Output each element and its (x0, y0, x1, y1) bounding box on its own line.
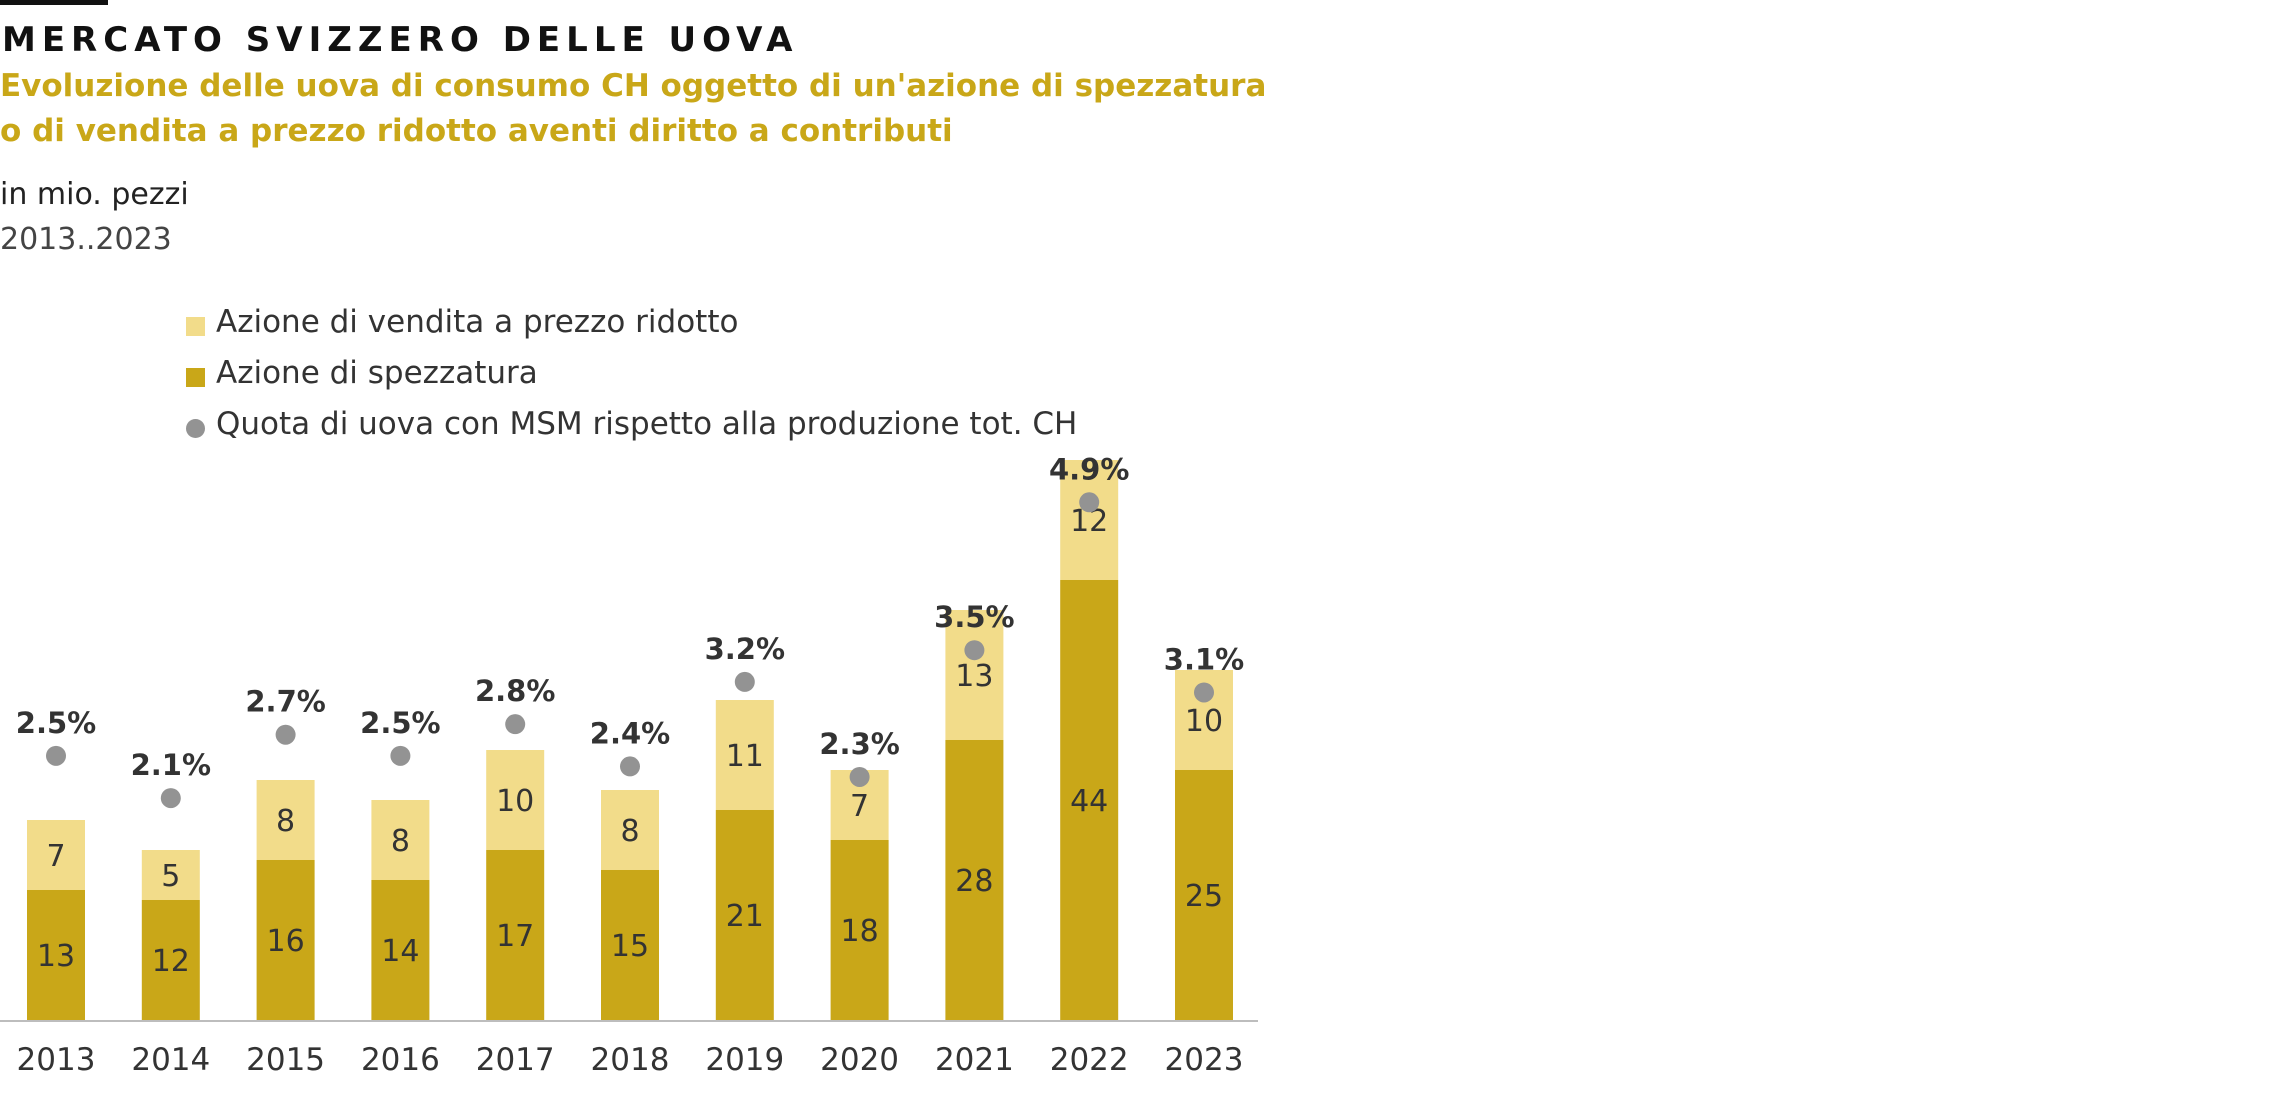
x-tick-label-2019: 2019 (705, 1042, 784, 1078)
bar-vendita-2021 (945, 610, 1004, 740)
bar-spezzatura-2015 (256, 860, 315, 1020)
x-tick-label-2020: 2020 (820, 1042, 899, 1078)
data-label-spezzatura-2014: 12 (152, 944, 190, 979)
bar-spezzatura-2021 (945, 740, 1004, 1020)
dot-quota-2017 (505, 714, 526, 735)
dot-quota-2021 (964, 640, 985, 661)
bar-vendita-2018 (601, 790, 659, 870)
legend-swatch-spezzatura (186, 368, 205, 387)
dot-quota-2019 (734, 671, 755, 692)
data-label-vendita-2020: 7 (850, 789, 869, 824)
bar-vendita-2015 (256, 780, 315, 860)
bar-vendita-2019 (715, 700, 774, 810)
stacked-bar-chart: 13 7 2.5% 2013 12 5 2.1% 2014 16 8 2.7% 2015 14 8 2.5%… (0, 452, 1258, 1078)
bar-vendita-2016 (371, 800, 430, 880)
legend-swatch-vendita (186, 317, 205, 336)
dot-quota-2018 (620, 756, 640, 777)
data-label-vendita-2016: 8 (391, 824, 410, 859)
x-tick-label-2018: 2018 (591, 1042, 670, 1078)
data-label-vendita-2023: 10 (1185, 704, 1223, 739)
data-label-quota-2020: 2.3% (819, 727, 899, 761)
chart-range: 2013..2023 (0, 222, 172, 257)
data-label-quota-2021: 3.5% (934, 600, 1014, 634)
dot-quota-2016 (390, 745, 411, 766)
data-label-quota-2014: 2.1% (131, 748, 211, 782)
x-tick-label-2014: 2014 (131, 1042, 210, 1078)
dot-quota-2020 (849, 766, 870, 787)
data-label-spezzatura-2020: 18 (841, 914, 879, 949)
bar-vendita-2017 (486, 750, 545, 850)
x-tick-label-2021: 2021 (935, 1042, 1014, 1078)
bar-spezzatura-2023 (1175, 770, 1233, 1020)
data-label-spezzatura-2015: 16 (267, 924, 305, 959)
data-label-vendita-2014: 5 (161, 859, 180, 894)
bar-spezzatura-2020 (830, 840, 889, 1020)
bar-vendita-2013 (27, 820, 85, 890)
x-tick-label-2022: 2022 (1050, 1042, 1129, 1078)
dot-quota-2014 (160, 788, 181, 809)
data-label-quota-2022: 4.9% (1049, 452, 1129, 486)
data-label-quota-2017: 2.8% (475, 674, 555, 708)
bar-spezzatura-2018 (601, 870, 659, 1020)
x-tick-label-2023: 2023 (1165, 1042, 1244, 1078)
bar-spezzatura-2013 (27, 890, 85, 1020)
data-label-spezzatura-2013: 13 (37, 939, 75, 974)
dot-quota-2015 (275, 724, 296, 745)
dot-quota-2022 (1079, 492, 1100, 513)
data-label-spezzatura-2017: 17 (496, 919, 534, 954)
dot-quota-2013 (46, 745, 66, 766)
chart-kicker: MERCATO SVIZZERO DELLE UOVA (2, 20, 799, 60)
data-label-quota-2023: 3.1% (1164, 642, 1244, 676)
data-label-quota-2013: 2.5% (16, 706, 96, 740)
legend-label-vendita: Azione di vendita a prezzo ridotto (216, 304, 739, 340)
bar-spezzatura-2019 (715, 810, 774, 1020)
data-label-vendita-2015: 8 (276, 804, 295, 839)
data-label-vendita-2018: 8 (620, 814, 639, 849)
data-label-quota-2018: 2.4% (590, 716, 670, 750)
legend-label-spezzatura: Azione di spezzatura (216, 355, 538, 391)
x-tick-label-2015: 2015 (246, 1042, 325, 1078)
x-tick-label-2013: 2013 (17, 1042, 96, 1078)
x-tick-label-2016: 2016 (361, 1042, 440, 1078)
data-label-spezzatura-2018: 15 (611, 929, 649, 964)
dot-quota-2023 (1194, 682, 1214, 703)
data-label-spezzatura-2022: 44 (1070, 784, 1108, 819)
data-label-spezzatura-2019: 21 (726, 899, 764, 934)
bar-vendita-2014 (141, 850, 200, 900)
bar-spezzatura-2016 (371, 880, 430, 1020)
data-label-spezzatura-2016: 14 (381, 934, 419, 969)
bar-spezzatura-2022 (1060, 580, 1119, 1020)
header-accent-bar (0, 0, 108, 5)
data-label-vendita-2019: 11 (726, 739, 764, 774)
legend-dot-quota (186, 419, 205, 438)
bar-vendita-2022 (1060, 460, 1119, 580)
bar-spezzatura-2017 (486, 850, 545, 1020)
legend-label-quota: Quota di uova con MSM rispetto alla prod… (216, 406, 1078, 442)
chart-title: Evoluzione delle uova di consumo CH ogge… (0, 68, 1267, 149)
data-label-quota-2019: 3.2% (705, 632, 785, 666)
chart-unit: in mio. pezzi (0, 177, 189, 212)
data-label-vendita-2013: 7 (46, 839, 65, 874)
data-label-spezzatura-2021: 28 (955, 864, 993, 899)
data-label-quota-2016: 2.5% (360, 706, 440, 740)
x-tick-label-2017: 2017 (476, 1042, 555, 1078)
data-label-vendita-2017: 10 (496, 784, 534, 819)
bar-spezzatura-2014 (141, 900, 200, 1020)
data-label-spezzatura-2023: 25 (1185, 879, 1223, 914)
data-label-vendita-2021: 13 (955, 659, 993, 694)
data-label-quota-2015: 2.7% (245, 685, 325, 719)
